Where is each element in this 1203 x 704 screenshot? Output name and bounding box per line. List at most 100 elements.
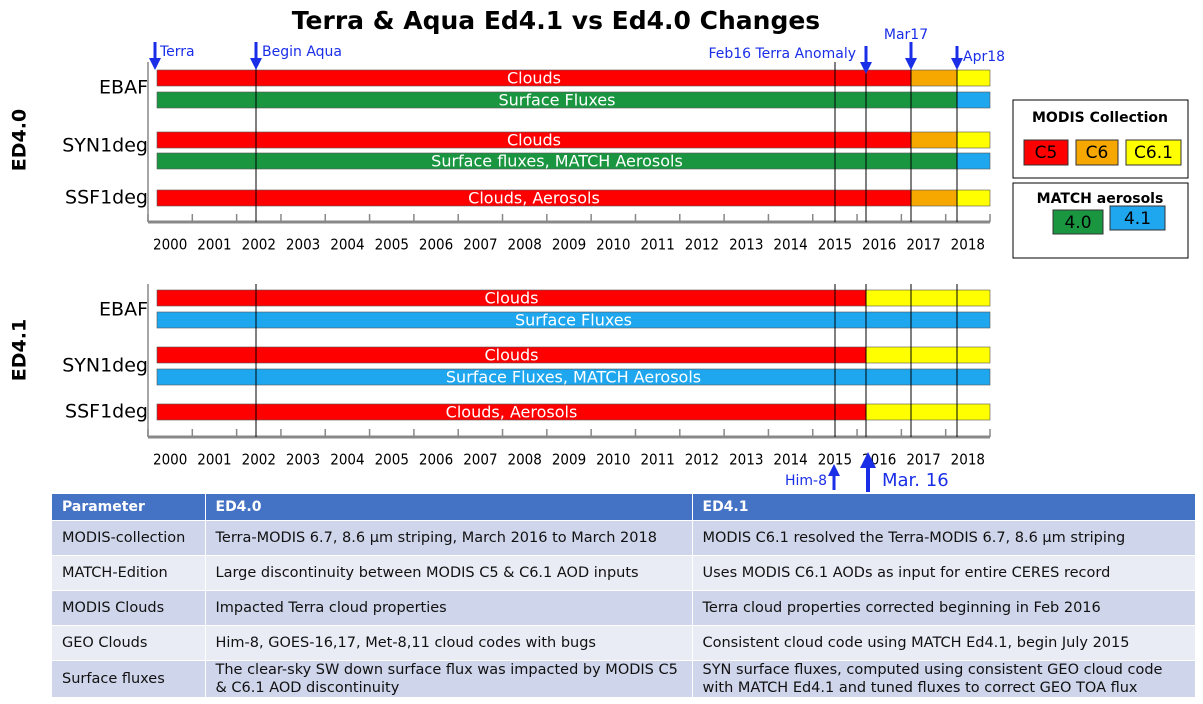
year-label: 2000	[153, 451, 187, 469]
header-cell: ED4.0	[205, 494, 693, 521]
year-label: 2015	[818, 236, 852, 254]
year-label: 2011	[640, 451, 674, 469]
marker-label: Begin Aqua	[262, 44, 342, 60]
bar-segment	[956, 69, 991, 87]
legend-item: C6	[1086, 143, 1109, 163]
year-label: 2002	[242, 236, 276, 254]
table-row: MODIS-collection Terra-MODIS 6.7, 8.6 µm …	[52, 520, 1196, 556]
legend-swatch	[1125, 139, 1182, 166]
table-row: MATCH-Edition Large discontinuity between…	[52, 555, 1196, 591]
product-label: EBAF	[99, 299, 148, 321]
table-row: MODIS Clouds Impacted Terra cloud propert…	[52, 590, 1196, 626]
bar-segment	[956, 152, 991, 170]
bar-segment	[865, 346, 991, 364]
header-cell: Parameter	[52, 494, 206, 521]
year-label: 2003	[286, 451, 320, 469]
legend-swatch	[1052, 209, 1104, 235]
bar-segment	[910, 189, 958, 207]
table-cell: MATCH-Edition	[52, 555, 206, 591]
header-cell: ED4.1	[692, 494, 1196, 521]
legend-swatch	[1023, 139, 1069, 166]
table-header: Parameter ED4.0 ED4.1	[52, 494, 1196, 521]
year-label: 2001	[197, 236, 231, 254]
year-label: 2015	[818, 451, 852, 469]
bar-label: Clouds, Aerosols	[446, 403, 578, 422]
year-label: 2009	[552, 236, 586, 254]
bar-label: Surface Fluxes	[499, 91, 616, 110]
year-label: 2003	[286, 236, 320, 254]
table-cell: Terra-MODIS 6.7, 8.6 µm striping, March …	[205, 520, 693, 556]
year-label: 2017	[906, 451, 940, 469]
year-label: 2004	[330, 236, 364, 254]
bar-label: Clouds	[507, 131, 561, 150]
marker-label: Apr18	[963, 49, 1005, 65]
table-cell: Him-8, GOES-16,17, Met-8,11 cloud codes …	[205, 625, 693, 661]
year-label: 2018	[951, 236, 985, 254]
legend-item: C5	[1035, 143, 1058, 163]
marker-label: Mar17	[884, 27, 928, 43]
bar-label: Surface Fluxes	[515, 311, 632, 330]
table-cell: MODIS C6.1 resolved the Terra-MODIS 6.7,…	[692, 520, 1196, 556]
table-cell: Surface fluxes	[52, 660, 206, 697]
edition-label: ED4.1	[9, 319, 31, 381]
table-cell: The clear-sky SW down surface flux was i…	[205, 660, 693, 697]
year-label: 2012	[685, 451, 719, 469]
legend-item: 4.1	[1124, 209, 1151, 229]
bar-segment	[956, 91, 991, 109]
legend-swatch	[1075, 139, 1119, 166]
year-label: 2007	[463, 236, 497, 254]
year-label: 2008	[508, 236, 542, 254]
marker-label: Him-8	[785, 473, 827, 489]
bar-segment	[910, 131, 958, 149]
table-cell: SYN surface fluxes, computed using consi…	[692, 660, 1196, 697]
edition-label: ED4.0	[9, 109, 31, 171]
bar-segment	[956, 131, 991, 149]
year-label: 2009	[552, 451, 586, 469]
year-label: 2014	[773, 236, 807, 254]
marker-label: Feb16 Terra Anomaly	[708, 46, 856, 62]
legend-item: C6.1	[1134, 143, 1173, 163]
year-label: 2006	[419, 236, 453, 254]
year-label: 2006	[419, 451, 453, 469]
year-label: 2002	[242, 451, 276, 469]
bar-label: Surface fluxes, MATCH Aerosols	[431, 152, 683, 171]
table-cell: Uses MODIS C6.1 AODs as input for entire…	[692, 555, 1196, 591]
table-cell: Consistent cloud code using MATCH Ed4.1,…	[692, 625, 1196, 661]
title: Terra & Aqua Ed4.1 vs Ed4.0 Changes	[292, 6, 820, 35]
year-label: 2017	[906, 236, 940, 254]
product-label: SYN1deg	[62, 135, 148, 157]
legend-title: MATCH aerosols	[1037, 191, 1164, 207]
table-cell: GEO Clouds	[52, 625, 206, 661]
table-cell: Large discontinuity between MODIS C5 & C…	[205, 555, 693, 591]
legend-item: 4.0	[1064, 213, 1091, 233]
bar-label: Clouds	[507, 69, 561, 88]
year-label: 2014	[773, 451, 807, 469]
bar-label: Clouds	[484, 289, 538, 308]
year-label: 2001	[197, 451, 231, 469]
year-label: 2013	[729, 236, 763, 254]
bar-segment	[910, 69, 958, 87]
year-label: 2013	[729, 451, 763, 469]
legend-title: MODIS Collection	[1032, 110, 1168, 126]
bar-segment	[865, 403, 991, 421]
bar-label: Clouds	[484, 346, 538, 365]
year-label: 2008	[508, 451, 542, 469]
year-label: 2000	[153, 236, 187, 254]
year-label: 2007	[463, 451, 497, 469]
table-cell: MODIS-collection	[52, 520, 206, 556]
product-label: SSF1deg	[65, 401, 148, 423]
year-label: 2018	[951, 451, 985, 469]
year-label: 2012	[685, 236, 719, 254]
table-row: GEO Clouds Him-8, GOES-16,17, Met-8,11 cl…	[52, 625, 1196, 661]
year-label: 2004	[330, 451, 364, 469]
comparison-table: Parameter ED4.0 ED4.1 MODIS-collection Terr…	[52, 494, 1196, 697]
marker-label: Mar. 16	[882, 470, 949, 491]
product-label: SSF1deg	[65, 187, 148, 209]
year-label: 2010	[596, 236, 630, 254]
product-label: EBAF	[99, 77, 148, 99]
year-label: 2011	[640, 236, 674, 254]
marker-label: Terra	[159, 44, 195, 60]
year-label: 2005	[375, 451, 409, 469]
table-cell: Impacted Terra cloud properties	[205, 590, 693, 626]
